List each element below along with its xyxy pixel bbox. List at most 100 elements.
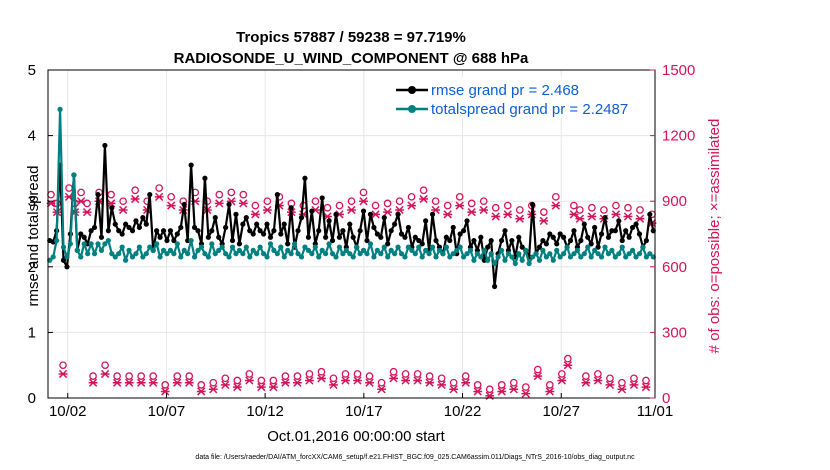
- obs-assimilated-marker: [491, 212, 501, 221]
- spread-point: [219, 244, 225, 250]
- obs-possible-marker: [413, 370, 422, 378]
- obs-possible-marker: [389, 367, 398, 376]
- rmse-point: [423, 218, 429, 224]
- spread-point: [395, 244, 401, 250]
- spread-point: [416, 244, 422, 250]
- rmse-point: [350, 234, 356, 240]
- spread-point: [264, 254, 270, 260]
- obs-assimilated-marker: [377, 385, 386, 394]
- spread-point: [281, 254, 287, 260]
- rmse-point: [371, 224, 377, 231]
- obs-possible-marker: [185, 372, 194, 380]
- rmse-point: [288, 205, 294, 211]
- rmse-point: [588, 241, 594, 247]
- obs-assimilated-marker: [232, 382, 242, 392]
- spread-point: [185, 251, 191, 257]
- legend-rmse-label: rmse grand pr = 2.468: [431, 82, 579, 99]
- obs-assimilated-marker: [437, 380, 447, 390]
- spread-point: [319, 247, 325, 253]
- obs-assimilated-marker: [317, 374, 326, 383]
- rmse-point: [285, 241, 291, 247]
- spread-point: [574, 247, 581, 253]
- spread-point: [340, 251, 346, 257]
- rmse-point: [509, 237, 515, 244]
- spread-point: [216, 247, 222, 253]
- spread-point: [557, 254, 563, 260]
- rmse-point: [223, 224, 229, 231]
- x-tick-label: 11/01: [637, 403, 673, 420]
- obs-possible-marker: [642, 376, 650, 385]
- rmse-point: [178, 224, 184, 231]
- spread-point: [271, 247, 277, 253]
- rmse-point: [557, 231, 563, 237]
- obs-possible-marker: [564, 354, 572, 363]
- obs-possible-marker: [233, 376, 242, 385]
- obs-assimilated-marker: [341, 376, 350, 385]
- rmse-point: [457, 231, 463, 237]
- spread-point: [60, 244, 67, 250]
- spread-point: [136, 244, 142, 250]
- rmse-point: [278, 231, 284, 237]
- rmse-point: [519, 244, 525, 250]
- spread-point: [295, 251, 301, 257]
- obs-possible-marker: [606, 374, 614, 383]
- obs-possible-marker: [365, 372, 374, 380]
- spread-point: [436, 247, 443, 253]
- obs-possible-marker: [347, 197, 356, 206]
- obs-possible-marker: [437, 374, 446, 383]
- rmse-point: [247, 228, 253, 234]
- obs-assimilated-marker: [154, 192, 164, 201]
- rmse-point: [119, 231, 125, 237]
- spread-point: [533, 251, 539, 257]
- obs-possible-marker: [443, 201, 452, 210]
- spread-point: [636, 251, 643, 257]
- spread-point: [581, 251, 587, 257]
- rmse-point: [543, 241, 549, 247]
- obs-possible-marker: [431, 197, 440, 206]
- x-tick-label: 10/27: [542, 403, 580, 420]
- obs-possible-marker: [317, 367, 326, 376]
- spread-point: [126, 247, 132, 253]
- rmse-point: [60, 257, 67, 263]
- rmse-point: [102, 142, 108, 149]
- obs-possible-marker: [636, 206, 644, 214]
- spread-point: [116, 251, 122, 257]
- spread-point: [188, 237, 194, 244]
- spread-point: [122, 257, 129, 263]
- rmse-point: [202, 175, 208, 181]
- spread-point: [354, 244, 360, 250]
- rmse-point: [336, 234, 343, 240]
- rmse-point: [267, 234, 274, 240]
- spread-point: [95, 241, 101, 247]
- obs-assimilated-marker: [148, 378, 158, 387]
- spread-point: [578, 254, 584, 260]
- rmse-point: [112, 221, 118, 227]
- right-axis-label: # of obs: o=possible; ×=assimilated: [706, 119, 723, 354]
- spread-point: [426, 251, 432, 257]
- left-tick-label: 0: [28, 390, 36, 407]
- obs-possible-marker: [570, 201, 578, 210]
- rmse-point: [360, 208, 367, 214]
- rmse-point: [164, 237, 170, 244]
- spread-point: [485, 257, 491, 263]
- rmse-point: [567, 237, 574, 244]
- spread-point: [71, 172, 77, 178]
- obs-assimilated-marker: [443, 210, 453, 219]
- obs-possible-marker: [323, 203, 332, 212]
- spread-point: [564, 244, 570, 250]
- spread-point: [205, 254, 211, 260]
- obs-possible-marker: [59, 361, 67, 370]
- spread-point: [57, 106, 63, 112]
- obs-possible-marker: [377, 378, 386, 387]
- x-tick-label: 10/02: [49, 403, 87, 420]
- obs-count-markers: [46, 184, 657, 400]
- rmse-point: [254, 221, 260, 227]
- obs-assimilated-marker: [238, 199, 248, 208]
- x-tick-label: 10/07: [148, 403, 186, 420]
- rmse-point: [619, 237, 625, 244]
- spread-point: [257, 244, 263, 250]
- obs-possible-marker: [269, 376, 278, 385]
- obs-assimilated-marker: [293, 378, 302, 387]
- spread-point: [643, 254, 649, 260]
- obs-assimilated-marker: [256, 382, 266, 392]
